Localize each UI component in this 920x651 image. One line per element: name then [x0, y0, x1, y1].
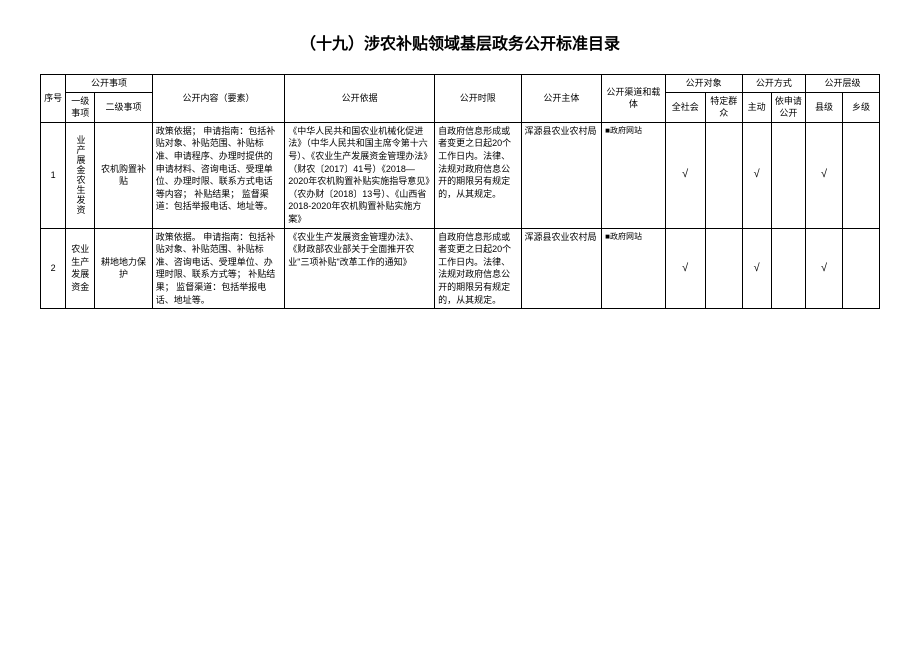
cell-check-t1: √: [665, 122, 705, 228]
document-title: （十九）涉农补贴领域基层政务公开标准目录: [40, 30, 880, 54]
cell-time: 自政府信息形成或者变更之日起20个工作日内。法律、法规对政府信息公开的期限另有规…: [435, 228, 521, 309]
header-row-1: 序号 公开事项 公开内容（要素） 公开依据 公开时限 公开主体 公开渠道和载体 …: [41, 75, 880, 93]
cell-check-la: √: [806, 122, 843, 228]
header-target2: 特定群众: [705, 92, 742, 122]
cell-l2: 耕地地力保护: [95, 228, 153, 309]
header-time: 公开时限: [435, 75, 521, 123]
header-subject: 公开主体: [521, 75, 602, 123]
header-level1-item: 一级事项: [66, 92, 95, 122]
cell-l1: 农业生产发展资金: [66, 228, 95, 309]
cell-check-m2: [771, 122, 806, 228]
cell-check-t2: [705, 228, 742, 309]
cell-check-lb: [843, 122, 880, 228]
cell-check-la: √: [806, 228, 843, 309]
cell-basis: 《农业生产发展资金管理办法》、《财政部农业部关于全面推开农业"三项补贴"改革工作…: [285, 228, 435, 309]
table-row: 2 农业生产发展资金 耕地地力保护 政策依据。 申请指南：包括补贴对象、补贴范围…: [41, 228, 880, 309]
header-levela: 县级: [806, 92, 843, 122]
header-target1: 全社会: [665, 92, 705, 122]
header-method1: 主动: [742, 92, 771, 122]
header-level2-item: 二级事项: [95, 92, 153, 122]
cell-seq: 1: [41, 122, 66, 228]
header-content: 公开内容（要素）: [152, 75, 285, 123]
header-method: 公开方式: [742, 75, 805, 93]
header-seq: 序号: [41, 75, 66, 123]
cell-seq: 2: [41, 228, 66, 309]
header-basis: 公开依据: [285, 75, 435, 123]
cell-check-m1: √: [742, 228, 771, 309]
standards-table: 序号 公开事项 公开内容（要素） 公开依据 公开时限 公开主体 公开渠道和载体 …: [40, 74, 880, 309]
table-row: 1 业产展金农生发资 农机购置补贴 政策依据； 申请指南：包括补贴对象、补贴范围…: [41, 122, 880, 228]
header-channel: 公开渠道和载体: [602, 75, 665, 123]
cell-check-t2: [705, 122, 742, 228]
header-levelb: 乡级: [843, 92, 880, 122]
cell-l2: 农机购置补贴: [95, 122, 153, 228]
cell-check-t1: √: [665, 228, 705, 309]
cell-basis: 《中华人民共和国农业机械化促进法》（中华人民共和国主席令第十六号）、《农业生产发…: [285, 122, 435, 228]
cell-l1-text: 业产展金农生发资: [74, 135, 87, 215]
cell-check-m2: [771, 228, 806, 309]
header-method2: 依申请公开: [771, 92, 806, 122]
cell-l1: 业产展金农生发资: [66, 122, 95, 228]
cell-channel: ■政府网站: [602, 228, 665, 309]
cell-content: 政策依据。 申请指南：包括补贴对象、补贴范围、补贴标准、咨询电话、受理单位、办理…: [152, 228, 285, 309]
header-level: 公开层级: [806, 75, 880, 93]
cell-subject: 浑源县农业农村局: [521, 228, 602, 309]
header-open-item: 公开事项: [66, 75, 152, 93]
header-target: 公开对象: [665, 75, 742, 93]
cell-time: 自政府信息形成或者变更之日起20个工作日内。法律、法规对政府信息公开的期限另有规…: [435, 122, 521, 228]
cell-subject: 浑源县农业农村局: [521, 122, 602, 228]
cell-content: 政策依据； 申请指南：包括补贴对象、补贴范围、补贴标准、申请程序、办理时提供的申…: [152, 122, 285, 228]
cell-check-m1: √: [742, 122, 771, 228]
cell-channel: ■政府网站: [602, 122, 665, 228]
cell-check-lb: [843, 228, 880, 309]
